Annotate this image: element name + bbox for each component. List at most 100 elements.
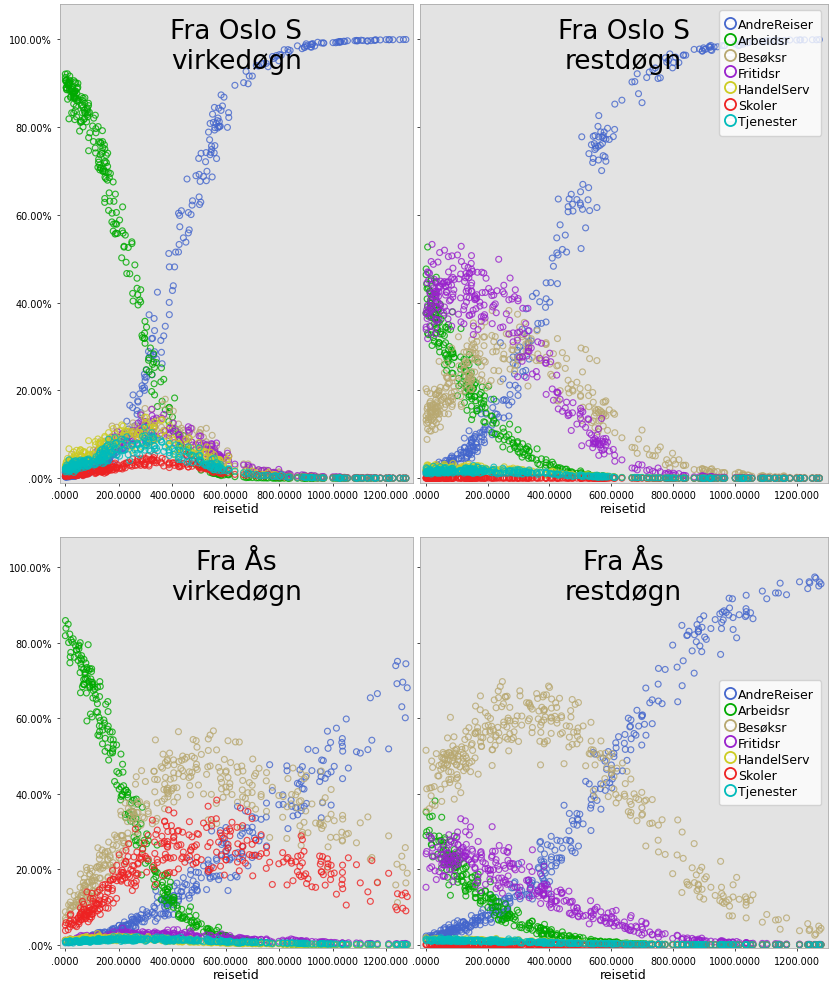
Point bbox=[543, 935, 556, 951]
Point bbox=[239, 461, 253, 477]
Point bbox=[67, 650, 81, 666]
Point bbox=[81, 933, 95, 949]
Point bbox=[447, 869, 460, 884]
Point bbox=[491, 898, 504, 914]
Point bbox=[477, 470, 490, 486]
Point bbox=[59, 934, 72, 950]
Point bbox=[682, 937, 696, 952]
Point bbox=[130, 874, 143, 889]
Point bbox=[302, 741, 315, 757]
Point bbox=[220, 935, 234, 951]
Point bbox=[445, 934, 458, 950]
Point bbox=[172, 437, 185, 453]
Point bbox=[803, 937, 816, 952]
Point bbox=[184, 449, 198, 464]
Point bbox=[445, 386, 458, 401]
Point bbox=[502, 465, 515, 481]
Point bbox=[175, 928, 188, 944]
Point bbox=[803, 576, 816, 592]
Point bbox=[511, 463, 524, 479]
Point bbox=[519, 442, 533, 458]
Point bbox=[499, 937, 512, 952]
Point bbox=[71, 458, 85, 473]
Point bbox=[586, 470, 599, 486]
Point bbox=[538, 465, 552, 481]
Point bbox=[590, 468, 603, 484]
Point bbox=[610, 936, 623, 951]
Point bbox=[341, 470, 354, 486]
Point bbox=[109, 460, 122, 476]
Point bbox=[66, 461, 79, 477]
Point bbox=[560, 470, 573, 486]
Point bbox=[573, 937, 587, 952]
Point bbox=[652, 937, 665, 952]
Point bbox=[71, 910, 85, 926]
Point bbox=[208, 464, 221, 480]
Point bbox=[497, 901, 510, 917]
Point bbox=[204, 936, 218, 951]
Point bbox=[503, 462, 516, 478]
Point bbox=[468, 860, 481, 876]
Point bbox=[65, 932, 78, 948]
Point bbox=[133, 457, 146, 472]
Point bbox=[498, 433, 511, 449]
Point bbox=[130, 932, 144, 948]
Point bbox=[737, 471, 750, 487]
Point bbox=[582, 467, 595, 483]
Point bbox=[208, 462, 221, 478]
Point bbox=[165, 931, 178, 947]
Point bbox=[812, 937, 825, 952]
Point bbox=[109, 438, 122, 454]
Point bbox=[779, 936, 793, 951]
Point bbox=[706, 43, 719, 59]
Point bbox=[538, 866, 552, 881]
Point bbox=[332, 470, 346, 486]
Point bbox=[89, 930, 102, 946]
Point bbox=[715, 937, 728, 952]
Point bbox=[605, 757, 618, 773]
Point bbox=[502, 304, 515, 319]
Point bbox=[94, 135, 107, 151]
Point bbox=[704, 470, 717, 486]
Point bbox=[64, 459, 77, 475]
Point bbox=[342, 937, 355, 952]
Point bbox=[329, 471, 342, 487]
Point bbox=[59, 933, 72, 949]
Point bbox=[280, 851, 293, 867]
Point bbox=[814, 937, 828, 952]
Point bbox=[425, 466, 438, 482]
Point bbox=[64, 468, 77, 484]
Point bbox=[666, 61, 679, 77]
Point bbox=[465, 857, 479, 873]
Point bbox=[79, 656, 92, 671]
Point bbox=[652, 443, 665, 458]
Point bbox=[463, 932, 476, 948]
Point bbox=[296, 781, 309, 797]
Point bbox=[562, 467, 575, 483]
Point bbox=[94, 457, 107, 472]
Point bbox=[355, 470, 368, 486]
Point bbox=[147, 932, 160, 948]
Point bbox=[67, 458, 81, 474]
Point bbox=[71, 458, 85, 473]
Point bbox=[530, 926, 543, 942]
Point bbox=[539, 465, 553, 481]
Point bbox=[598, 936, 612, 951]
Point bbox=[810, 471, 824, 487]
Point bbox=[607, 781, 621, 797]
Point bbox=[200, 819, 214, 835]
Point bbox=[794, 471, 807, 487]
Point bbox=[541, 935, 554, 951]
Point bbox=[463, 347, 476, 363]
Point bbox=[142, 458, 155, 473]
Point bbox=[573, 470, 587, 486]
Point bbox=[437, 461, 450, 477]
Point bbox=[157, 926, 170, 942]
Point bbox=[468, 430, 481, 446]
Point bbox=[563, 470, 576, 486]
Point bbox=[429, 392, 442, 408]
Point bbox=[649, 470, 662, 486]
Point bbox=[215, 933, 229, 949]
Point bbox=[746, 611, 760, 627]
Point bbox=[813, 575, 826, 591]
